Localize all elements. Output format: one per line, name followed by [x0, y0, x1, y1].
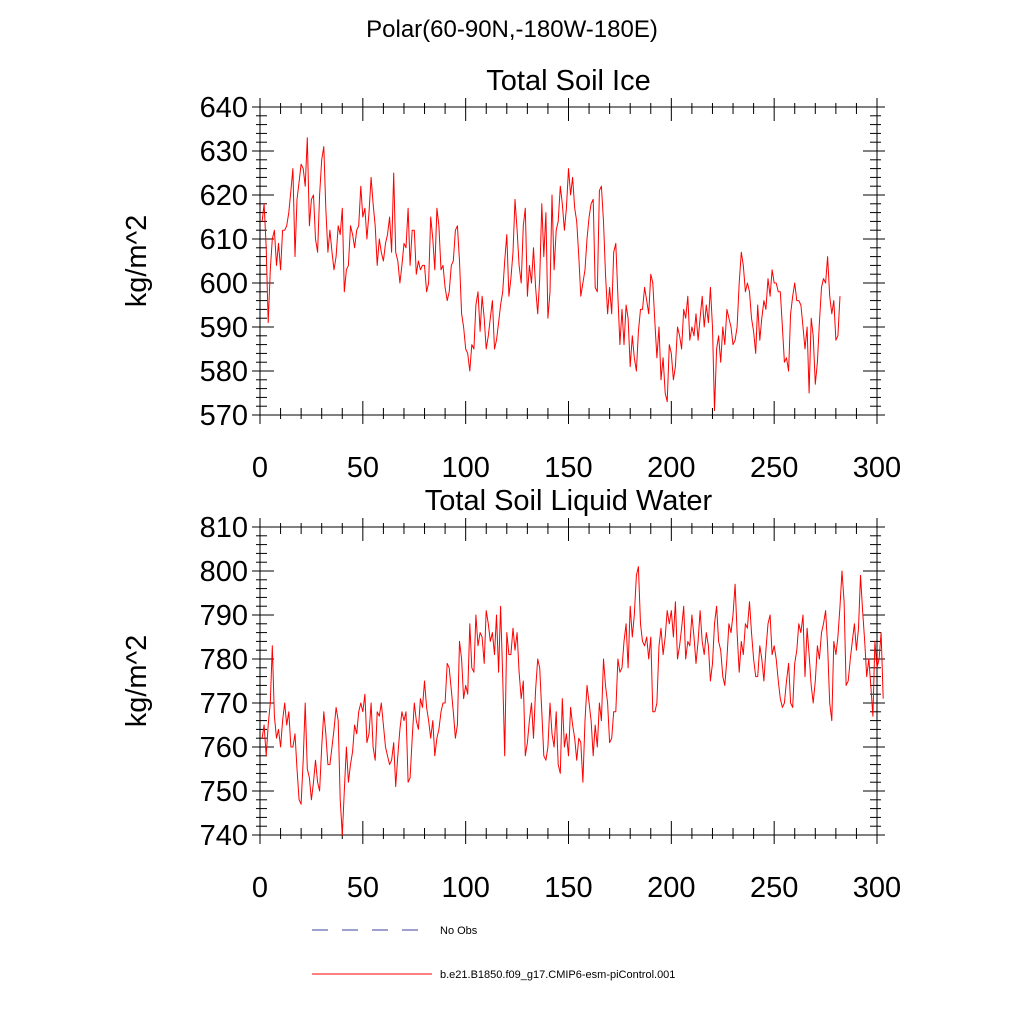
legend-label-2: b.e21.B1850.f09_g17.CMIP6-esm-piControl.… [440, 969, 675, 981]
y-tick-label: 810 [200, 512, 248, 544]
y-tick-label: 740 [200, 820, 248, 852]
chart-title: Total Soil Ice [486, 65, 650, 97]
legend-label-1: No Obs [440, 925, 478, 937]
series-line-1 [261, 566, 884, 836]
y-tick-label: 570 [200, 400, 248, 432]
x-tick-label: 300 [853, 872, 901, 904]
series-line-1 [261, 137, 841, 412]
plot-frame [259, 526, 878, 836]
y-tick-label: 760 [200, 732, 248, 764]
x-tick-label: 50 [347, 872, 379, 904]
x-tick-label: 100 [441, 452, 489, 484]
x-tick-label: 200 [647, 452, 695, 484]
plot-frame [259, 106, 878, 416]
x-tick-label: 100 [441, 872, 489, 904]
y-tick-label: 580 [200, 356, 248, 388]
y-axis-label: kg/m^2 [121, 635, 153, 728]
y-tick-label: 640 [200, 92, 248, 124]
x-tick-label: 150 [544, 452, 592, 484]
y-axis-label: kg/m^2 [121, 215, 153, 308]
y-tick-label: 610 [200, 224, 248, 256]
y-tick-label: 630 [200, 136, 248, 168]
y-tick-label: 750 [200, 776, 248, 808]
chart-title: Total Soil Liquid Water [425, 485, 713, 517]
y-tick-label: 620 [200, 180, 248, 212]
x-tick-label: 300 [853, 452, 901, 484]
legend: No Obs b.e21.B1850.f09_g17.CMIP6-esm-piCo… [312, 925, 675, 981]
x-tick-label: 150 [544, 872, 592, 904]
page-title: Polar(60-90N,-180W-180E) [366, 16, 658, 43]
y-tick-label: 770 [200, 688, 248, 720]
y-tick-label: 780 [200, 644, 248, 676]
y-tick-label: 590 [200, 312, 248, 344]
x-tick-label: 0 [252, 872, 268, 904]
y-tick-label: 800 [200, 556, 248, 588]
x-tick-label: 250 [750, 872, 798, 904]
x-tick-label: 0 [252, 452, 268, 484]
x-tick-label: 200 [647, 872, 695, 904]
chart-panel-1: Total Soil Ice kg/m^2 570 580 590 600 610 620 63… [121, 65, 901, 484]
y-tick-label: 600 [200, 268, 248, 300]
y-tick-label: 790 [200, 600, 248, 632]
x-tick-label: 50 [347, 452, 379, 484]
chart-panel-2: Total Soil Liquid Water kg/m^2 740 750 760 77… [121, 485, 901, 904]
x-tick-label: 250 [750, 452, 798, 484]
